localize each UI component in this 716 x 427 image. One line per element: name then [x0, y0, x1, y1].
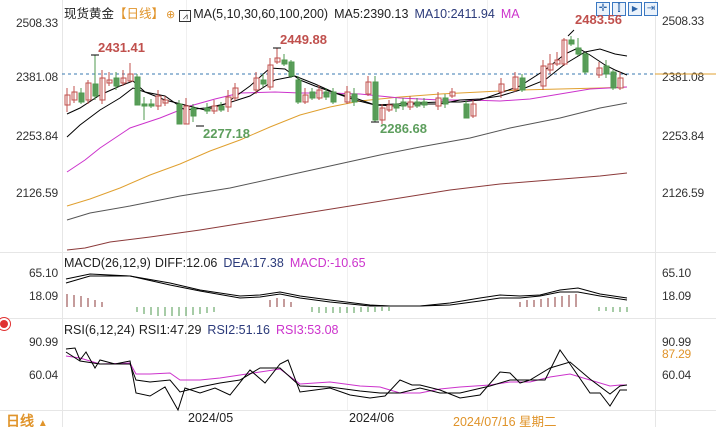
plus-circle-icon[interactable]: ⊕: [166, 9, 176, 21]
macd-diff: DIFF:12.06: [154, 256, 218, 270]
play-icon[interactable]: ▶: [628, 2, 642, 16]
divider-macd-rsi: [0, 318, 716, 319]
period-tag[interactable]: 【日线】: [114, 7, 165, 21]
annotation-low-2286: 2286.68: [380, 121, 427, 136]
rsi-axis-left-0: 90.99: [28, 335, 58, 349]
left-axis-border: [62, 0, 63, 427]
rsi2-value: RSI2:51.16: [207, 323, 270, 337]
period-label: 日线: [6, 413, 34, 427]
rsi-axis-right-0: 90.99: [662, 335, 692, 349]
macd-axis-left-0: 65.10: [28, 266, 58, 280]
ma-more[interactable]: MA: [500, 7, 520, 21]
ma5-value: MA5:2390.13: [334, 7, 409, 21]
annotation-high-2449: 2449.88: [280, 32, 327, 47]
price-axis-left-3: 2126.59: [16, 186, 58, 200]
grid-v-jun: [347, 0, 348, 410]
rsi1-value: RSI1:47.29: [138, 323, 202, 337]
rsi-axis-left-1: 60.04: [28, 368, 58, 382]
rsi-axis-right-1: 87.29: [662, 347, 692, 361]
zoom-range-icon[interactable]: ⫿: [612, 2, 626, 16]
grid-v-may: [186, 0, 187, 410]
annotation-high-2483: 2483.56: [575, 12, 622, 27]
price-axis-left-1: 2381.08: [16, 70, 58, 84]
ma-chart-icon[interactable]: ⩘: [179, 10, 192, 22]
ma10-value: MA10:2411.94: [414, 7, 495, 21]
rsi-params: RSI(6,12,24): [64, 323, 135, 337]
macd-legend: MACD(26,12,9) DIFF:12.06 DEA:17.38 MACD:-10…: [64, 256, 372, 270]
crosshair-icon[interactable]: ✛: [596, 2, 610, 16]
rsi-axis-right-2: 60.04: [662, 368, 692, 382]
price-axis-right-2: 2253.84: [662, 129, 704, 143]
macd-axis-right-1: 18.09: [662, 289, 692, 303]
annotation-low-2277: 2277.18: [203, 126, 250, 141]
macd-panel: [65, 273, 628, 316]
price-axis-left-2: 2253.84: [16, 129, 58, 143]
rsi-legend: RSI(6,12,24) RSI1:47.29 RSI2:51.16 RSI3:53.…: [64, 323, 345, 337]
macd-axis-left-1: 18.09: [28, 289, 58, 303]
rsi-panel: [65, 347, 628, 412]
cursor-date-label: 2024/07/16 星期二: [453, 411, 557, 427]
divider-rsi-footer: [0, 410, 716, 411]
jump-end-icon[interactable]: ⇥: [644, 2, 658, 16]
ma-params: MA(5,10,30,60,100,200): [193, 7, 329, 21]
macd-axis-right-0: 65.10: [662, 266, 692, 280]
settings-gear-icon[interactable]: [0, 320, 8, 328]
rsi3-value: RSI3:53.08: [275, 323, 339, 337]
instrument-name: 现货黄金: [64, 7, 115, 21]
macd-dea: DEA:17.38: [223, 256, 284, 270]
caret-up-icon: ▲: [37, 418, 48, 427]
divider-price-macd: [0, 252, 716, 253]
grid-v-jul: [487, 0, 488, 410]
right-axis-border: [655, 0, 656, 427]
annotation-high-2431: 2431.41: [98, 40, 145, 55]
macd-params: MACD(26,12,9): [64, 256, 151, 270]
price-axis-right-3: 2126.59: [662, 186, 704, 200]
price-axis-right-0: 2508.33: [662, 14, 704, 28]
price-axis-left-0: 2508.33: [16, 16, 58, 30]
date-label-jun: 2024/06: [349, 411, 395, 425]
period-selector[interactable]: 日线 ▲: [6, 411, 48, 427]
date-label-may: 2024/05: [188, 411, 234, 425]
macd-value: MACD:-10.65: [289, 256, 366, 270]
price-legend: 现货黄金【日线】 ⊕ ⩘ MA(5,10,30,60,100,200) MA5:2390…: [64, 3, 526, 22]
